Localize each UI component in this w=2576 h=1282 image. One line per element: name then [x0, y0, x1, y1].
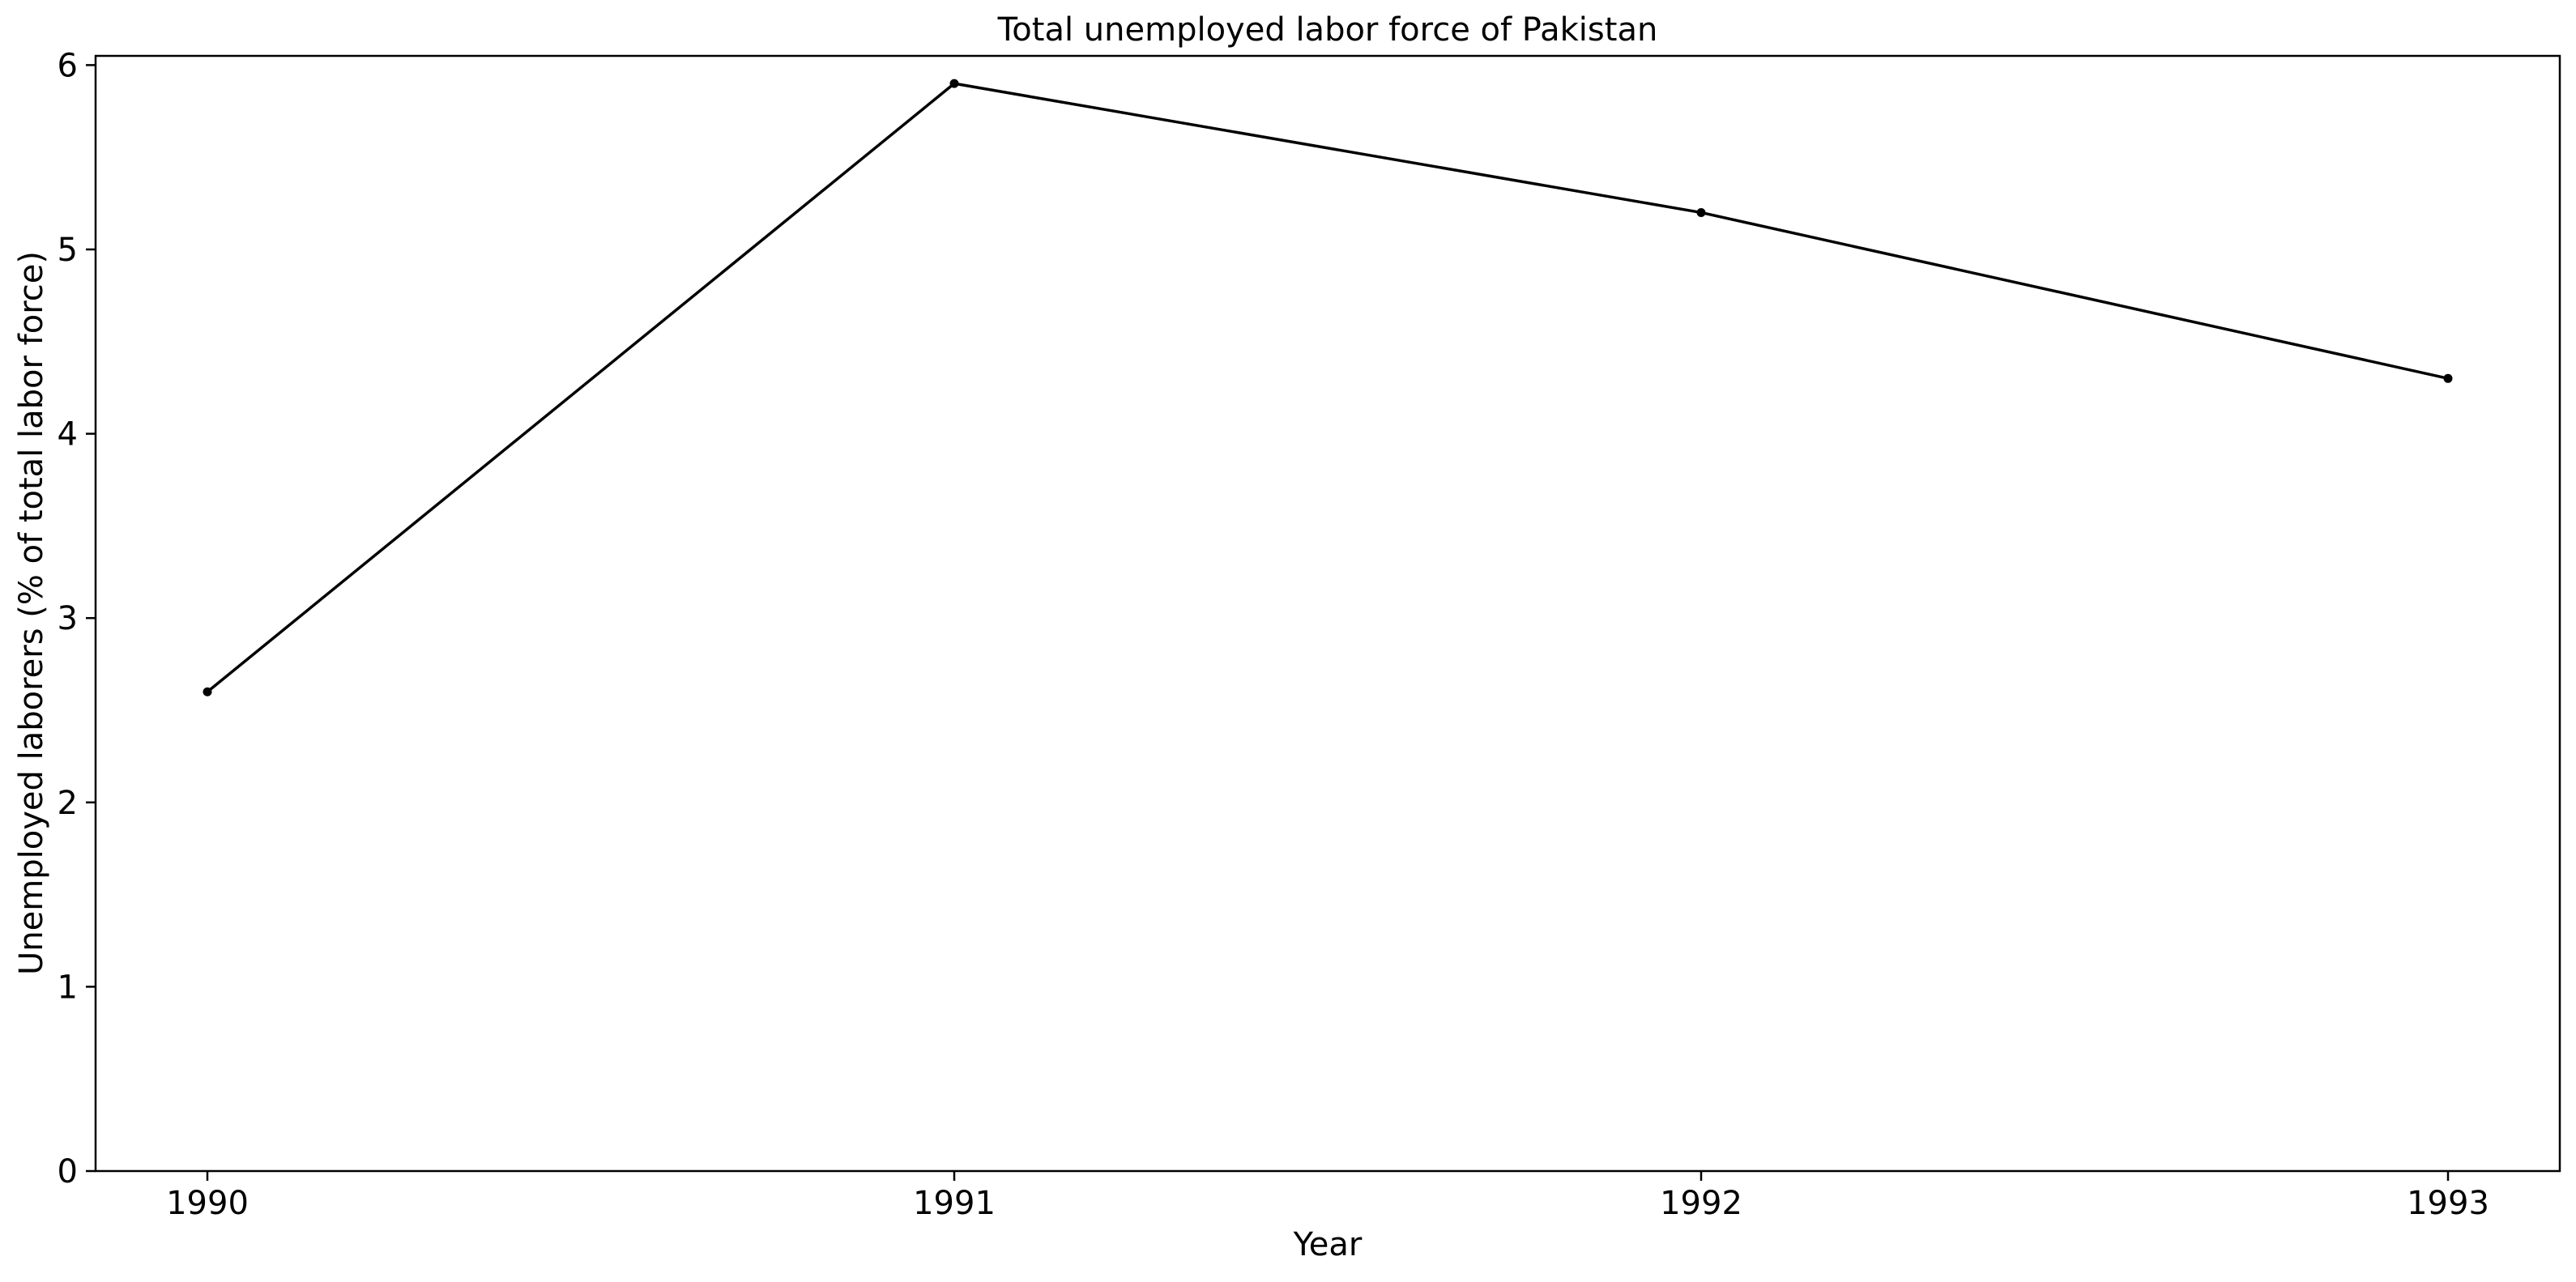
y-axis-ticks: 0 1 2 3 4 5 6	[58, 47, 96, 1190]
y-tick-label: 0	[58, 1153, 78, 1190]
data-point	[203, 687, 212, 696]
y-tick-label: 1	[58, 969, 78, 1006]
x-tick-label: 1993	[2407, 1185, 2489, 1222]
data-point	[2443, 373, 2453, 383]
y-tick-label: 5	[58, 232, 78, 269]
y-tick-label: 4	[58, 416, 78, 454]
x-tick-label: 1991	[913, 1185, 996, 1222]
y-tick-label: 2	[58, 785, 78, 822]
x-tick-label: 1990	[166, 1185, 249, 1222]
x-tick-label: 1992	[1660, 1185, 1742, 1222]
y-axis-label: Unemployed laborers (% of total labor fo…	[13, 251, 50, 975]
plot-area-frame	[94, 54, 2561, 1173]
x-axis-label: Year	[1293, 1226, 1363, 1263]
y-tick-label: 6	[58, 47, 78, 84]
y-tick-label: 3	[58, 600, 78, 637]
chart-title: Total unemployed labor force of Pakistan	[997, 11, 1658, 49]
series-line	[206, 82, 2449, 693]
x-axis-ticks: 1990 1991 1992 1993	[166, 1171, 2489, 1222]
data-point	[1696, 207, 1706, 217]
data-point	[949, 79, 959, 88]
series-layer	[203, 79, 2453, 696]
